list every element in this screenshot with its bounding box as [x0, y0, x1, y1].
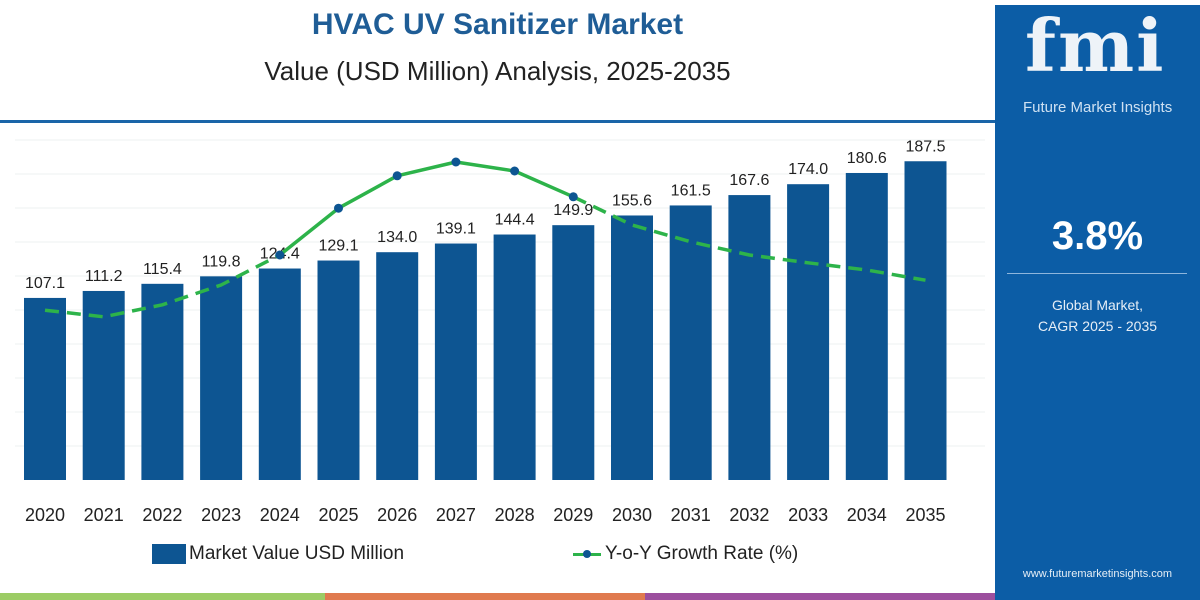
x-tick-2032: 2032: [729, 505, 769, 525]
legend-bar-swatch: [152, 544, 186, 564]
bar-2033: [787, 184, 830, 480]
legend-line: Y-o-Y Growth Rate (%): [573, 543, 798, 565]
growth-marker-2026: [392, 171, 402, 181]
x-tick-2033: 2033: [788, 505, 828, 525]
data-label-2034: 180.6: [847, 150, 887, 167]
cagr-label: Global Market, CAGR 2025 - 2035: [995, 295, 1200, 337]
data-label-2030: 155.6: [612, 192, 652, 209]
data-label-2022: 115.4: [143, 261, 182, 278]
side-panel: fmi Future Market Insights 3.8% Global M…: [995, 5, 1200, 600]
x-tick-2024: 2024: [260, 505, 300, 525]
bar-2031: [669, 205, 712, 480]
data-label-2033: 174.0: [788, 161, 828, 178]
data-label-2021: 111.2: [85, 268, 123, 285]
growth-marker-2027: [451, 157, 461, 167]
bar-2022: [141, 283, 184, 480]
data-label-2027: 139.1: [436, 221, 476, 238]
legend-bar: Market Value USD Million: [152, 543, 404, 565]
growth-marker-2028: [510, 166, 520, 176]
x-tick-2027: 2027: [436, 505, 476, 525]
bar-2026: [376, 252, 419, 480]
x-tick-2020: 2020: [25, 505, 65, 525]
growth-marker-2024: [275, 250, 285, 260]
data-label-2032: 167.6: [729, 172, 769, 189]
panel-divider: [1007, 273, 1187, 274]
growth-line-dashed-end: [572, 195, 926, 282]
x-tick-2026: 2026: [377, 505, 417, 525]
data-label-2023: 119.8: [202, 253, 241, 270]
x-tick-2025: 2025: [318, 505, 358, 525]
bar-2028: [493, 234, 536, 480]
fmi-logo: fmi: [1025, 3, 1166, 88]
chart-subtitle: Value (USD Million) Analysis, 2025-2035: [264, 56, 731, 86]
data-label-2025: 129.1: [318, 238, 358, 255]
data-label-2026: 134.0: [377, 229, 417, 246]
strip-purple: [645, 593, 995, 600]
growth-line-solid: [278, 160, 575, 257]
data-label-2035: 187.5: [905, 138, 945, 155]
bar-2025: [317, 260, 360, 480]
bar-2030: [611, 215, 653, 480]
strip-orange: [325, 593, 645, 600]
cagr-label-line2: CAGR 2025 - 2035: [1037, 318, 1158, 334]
x-tick-2021: 2021: [84, 505, 124, 525]
cagr-label-line1: Global Market,: [1051, 297, 1144, 313]
data-label-2020: 107.1: [25, 275, 65, 292]
logo-text: Future Market Insights: [1023, 99, 1173, 116]
cagr-value: 3.8%: [1051, 214, 1144, 258]
legend-line-label: Y-o-Y Growth Rate (%): [605, 543, 799, 564]
bar-2020: [24, 297, 66, 480]
bar-2021: [82, 290, 125, 480]
website-url: www.futuremarketinsights.com: [1022, 568, 1173, 580]
data-label-2029: 149.9: [553, 202, 593, 219]
data-label-2028: 144.4: [495, 212, 535, 229]
x-tick-2031: 2031: [671, 505, 711, 525]
x-tick-2034: 2034: [847, 505, 887, 525]
growth-marker-2029: [568, 192, 578, 202]
x-tick-2029: 2029: [553, 505, 593, 525]
x-tick-2030: 2030: [612, 505, 652, 525]
bar-2029: [552, 225, 595, 480]
growth-line-dashed-start: [44, 253, 281, 319]
x-tick-2028: 2028: [495, 505, 535, 525]
bar-2023: [200, 276, 243, 480]
legend-line-swatch: [573, 549, 601, 558]
chart-area: 107.12020111.22021115.42022119.82023124.…: [15, 138, 985, 525]
x-tick-2022: 2022: [142, 505, 182, 525]
bar-2032: [728, 195, 771, 480]
x-tick-2035: 2035: [905, 505, 945, 525]
x-tick-2023: 2023: [201, 505, 241, 525]
bar-2034: [845, 172, 888, 481]
bar-2035: [904, 161, 947, 480]
data-label-2031: 161.5: [671, 182, 711, 199]
legend-bar-label: Market Value USD Million: [189, 543, 405, 564]
strip-green: [0, 593, 325, 600]
bar-2024: [258, 268, 301, 480]
chart-title: HVAC UV Sanitizer Market: [311, 8, 684, 41]
title-divider: [0, 120, 995, 123]
growth-marker-2025: [334, 203, 343, 213]
bar-2027: [434, 243, 477, 480]
